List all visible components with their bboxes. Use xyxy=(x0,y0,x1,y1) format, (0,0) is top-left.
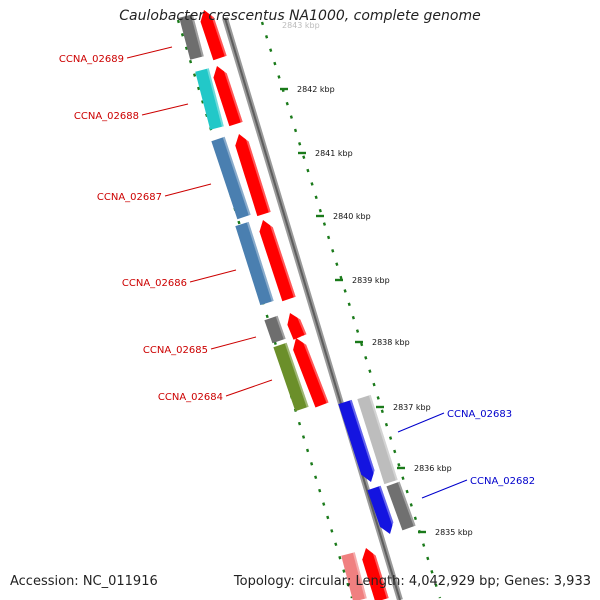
cds-arrow-highlight xyxy=(208,7,227,57)
gene-label-ccna-02686: CCNA_02686 xyxy=(122,278,187,289)
leader-line xyxy=(141,103,189,116)
tick-label: 2839 kbp xyxy=(352,276,390,285)
gene-label-ccna-02689: CCNA_02689 xyxy=(59,54,124,65)
gene-ccna-02682 xyxy=(367,485,397,535)
gene-ccna-02684-highlight xyxy=(284,342,309,408)
tick-label: 2838 kbp xyxy=(372,338,410,347)
gene-label-ccna-02688: CCNA_02688 xyxy=(74,111,139,122)
leader-line xyxy=(189,269,237,283)
leader-line xyxy=(210,336,257,350)
tick-label-partial: 2843 kbp xyxy=(282,21,320,30)
gene-ccna-02682-highlight xyxy=(378,485,397,533)
gene-label-ccna-02687: CCNA_02687 xyxy=(97,192,162,203)
shade-block-dark-highlight xyxy=(397,481,416,527)
gene-ccna-02688-body xyxy=(195,68,224,130)
cds-arrow-body xyxy=(259,220,296,302)
cds-arrow-body xyxy=(362,548,389,600)
shade-block-light-body xyxy=(357,394,398,485)
cds-arrow-highlight xyxy=(243,131,271,213)
gene-labels: CCNA_02689 CCNA_02688 CCNA_02687 CCNA_02686… xyxy=(59,46,535,499)
leader-line xyxy=(397,412,445,433)
gene-ccna-02689 xyxy=(179,14,204,60)
gene-ccna-02688 xyxy=(195,68,224,130)
gene-ccna-02686-body xyxy=(235,221,274,306)
gene-ccna-02685-body xyxy=(264,315,286,344)
backbone-core xyxy=(224,17,401,600)
cds-arrow xyxy=(287,310,307,340)
leader-line xyxy=(225,379,273,397)
gene-ccna-02687-highlight xyxy=(222,136,251,216)
cds-arrow xyxy=(362,545,389,600)
genome-backbone xyxy=(222,17,403,600)
gene-ccna-02685 xyxy=(264,315,286,344)
inner-ruler-track xyxy=(176,19,354,599)
gene-label-ccna-02682: CCNA_02682 xyxy=(470,476,535,487)
tick-label: 2840 kbp xyxy=(333,212,371,221)
cds-arrow-body xyxy=(287,313,307,340)
cds-arrow-faded-highlight xyxy=(352,552,367,599)
gene-ccna-02685-highlight xyxy=(275,315,286,340)
map-title: Caulobacter crescentus NA1000, complete … xyxy=(119,8,481,24)
gene-ccna-02682-body xyxy=(367,485,394,535)
shade-block-dark xyxy=(386,481,416,531)
genome-summary-text: Topology: circular; Length: 4,042,929 bp… xyxy=(233,574,591,589)
shade-block-dark-body xyxy=(386,481,416,531)
gene-ccna-02686 xyxy=(235,221,274,306)
gene-ccna-02687 xyxy=(211,136,251,220)
tick-label: 2841 kbp xyxy=(315,149,353,158)
shade-block-light-highlight xyxy=(368,394,398,481)
gene-ccna-02689-highlight xyxy=(190,14,204,57)
tick-label: 2835 kbp xyxy=(435,528,473,537)
gene-ccna-02689-body xyxy=(179,14,204,60)
cds-arrow-highlight xyxy=(221,63,243,123)
shade-block-light xyxy=(357,394,398,485)
gene-features xyxy=(179,7,416,600)
cds-arrow-highlight xyxy=(267,217,296,298)
gene-ccna-02684-body xyxy=(273,342,309,412)
gene-ccna-02683-body xyxy=(338,399,375,483)
cds-arrow-highlight xyxy=(300,335,329,404)
gene-label-ccna-02684: CCNA_02684 xyxy=(158,392,223,403)
gene-ccna-02683-highlight xyxy=(349,399,378,481)
cds-arrow xyxy=(293,335,329,408)
cds-arrow-faded-body xyxy=(341,552,367,600)
gene-label-ccna-02683: CCNA_02683 xyxy=(447,409,512,420)
accession-text: Accession: NC_011916 xyxy=(10,574,158,589)
cds-arrow-faded xyxy=(341,552,367,600)
gene-ccna-02684 xyxy=(273,342,309,412)
cds-arrow-body xyxy=(213,66,243,127)
gene-ccna-02687-body xyxy=(211,136,251,220)
cds-arrow-body xyxy=(235,134,271,217)
gene-ccna-02686-highlight xyxy=(246,221,274,302)
tick-label: 2837 kbp xyxy=(393,403,431,412)
cds-arrow-body xyxy=(200,10,227,61)
leader-line xyxy=(164,183,212,197)
gene-ccna-02683 xyxy=(338,399,378,483)
gene-ccna-02688-highlight xyxy=(206,68,224,127)
cds-arrow xyxy=(259,217,296,302)
coordinate-ruler: 2843 kbp 2842 kbp 2841 kbp 2840 kbp 2839 kbp… xyxy=(176,19,473,599)
tick-label: 2842 kbp xyxy=(297,85,335,94)
leader-line xyxy=(126,46,173,59)
outer-ruler-track xyxy=(260,21,442,599)
leader-line xyxy=(421,479,468,499)
cds-arrow xyxy=(200,7,227,61)
cds-arrow-body xyxy=(293,338,329,408)
cds-arrow xyxy=(235,131,271,217)
cds-arrow-highlight xyxy=(370,545,389,599)
cds-arrow-highlight xyxy=(294,310,307,336)
tick-label: 2836 kbp xyxy=(414,464,452,473)
cds-arrow xyxy=(213,63,243,127)
gene-label-ccna-02685: CCNA_02685 xyxy=(143,345,208,356)
